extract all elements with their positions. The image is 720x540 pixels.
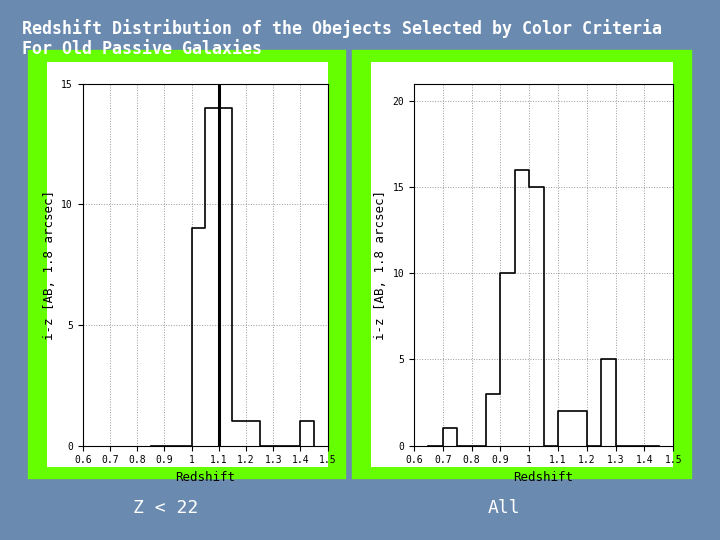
Y-axis label: i-z [AB, 1.8 arcsec]: i-z [AB, 1.8 arcsec] — [42, 190, 55, 340]
Y-axis label: i-z [AB, 1.8 arcsec]: i-z [AB, 1.8 arcsec] — [374, 190, 387, 340]
Text: For Old Passive Galaxies: For Old Passive Galaxies — [22, 40, 261, 58]
X-axis label: Redshift: Redshift — [513, 471, 574, 484]
X-axis label: Redshift: Redshift — [175, 471, 235, 484]
Text: All: All — [487, 498, 521, 517]
Text: Redshift Distribution of the Obejects Selected by Color Criteria: Redshift Distribution of the Obejects Se… — [22, 19, 662, 38]
Text: Z < 22: Z < 22 — [133, 498, 198, 517]
